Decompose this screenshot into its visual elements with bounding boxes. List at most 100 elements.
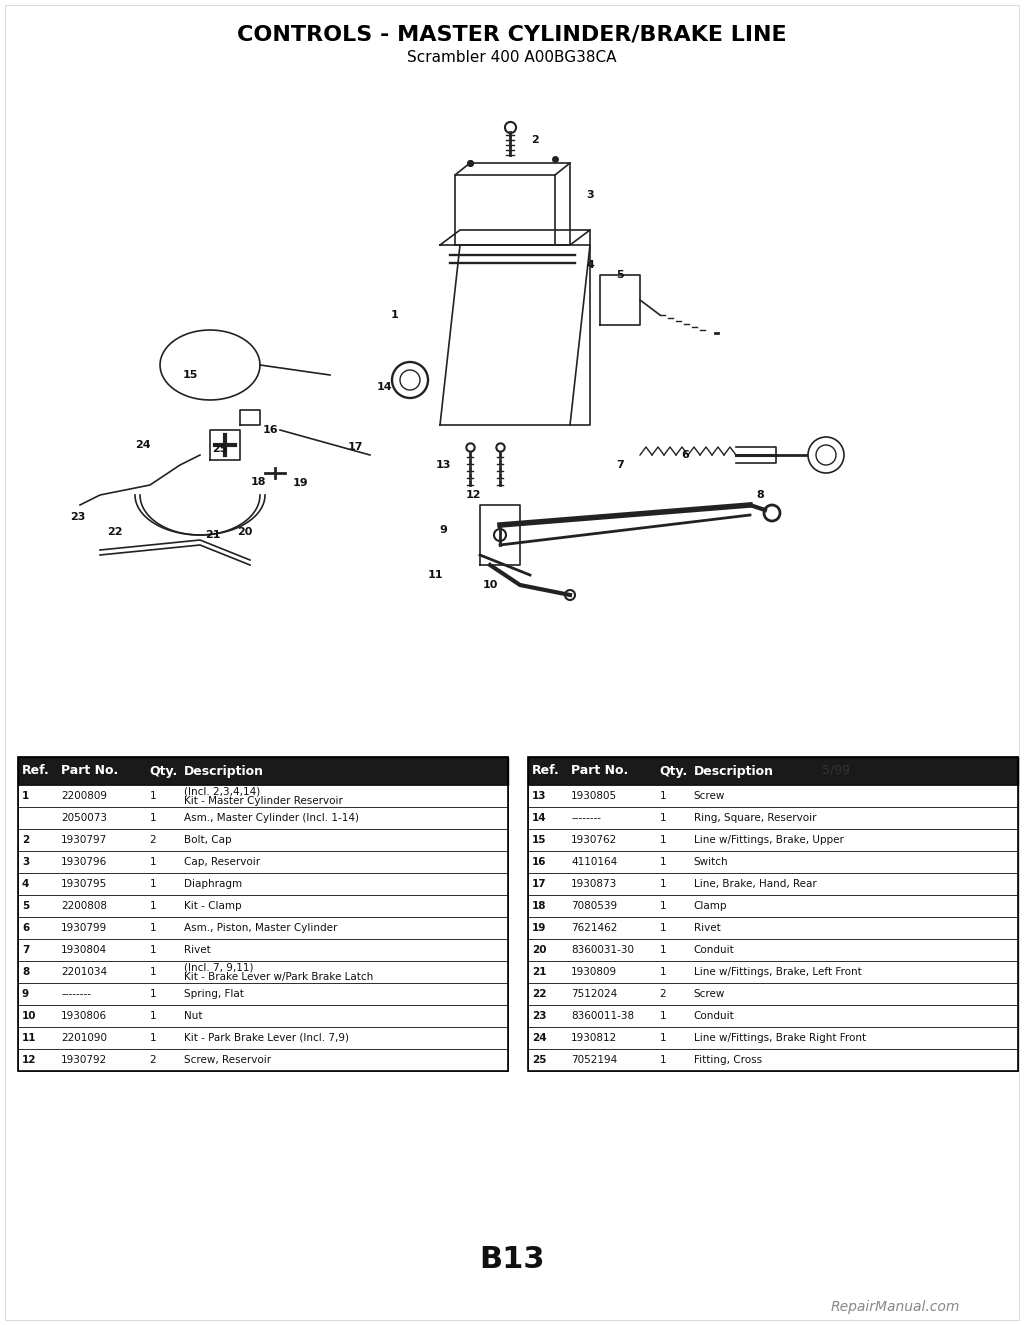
Text: 14: 14 <box>532 814 547 823</box>
Text: 13: 13 <box>532 791 547 802</box>
Text: 1: 1 <box>150 857 156 867</box>
Text: Ref.: Ref. <box>22 765 50 778</box>
Bar <box>18 757 508 784</box>
Text: 24: 24 <box>135 440 151 451</box>
Text: 1930796: 1930796 <box>61 857 108 867</box>
Text: Switch: Switch <box>693 857 728 867</box>
Text: 13: 13 <box>435 460 451 470</box>
Bar <box>528 757 1018 784</box>
Text: 20: 20 <box>238 527 253 537</box>
Bar <box>18 1004 508 1027</box>
Text: 18: 18 <box>250 477 266 488</box>
Text: 1930795: 1930795 <box>61 878 108 889</box>
Text: 3: 3 <box>22 857 30 867</box>
Bar <box>528 1049 1018 1071</box>
Bar <box>18 1049 508 1071</box>
Bar <box>528 917 1018 939</box>
Text: 23: 23 <box>71 511 86 522</box>
Text: 12: 12 <box>465 490 480 500</box>
Text: 22: 22 <box>108 527 123 537</box>
Text: 1: 1 <box>659 814 666 823</box>
Text: Asm., Master Cylinder (Incl. 1-14): Asm., Master Cylinder (Incl. 1-14) <box>183 814 358 823</box>
Text: 1: 1 <box>659 1011 666 1022</box>
Text: 1: 1 <box>150 924 156 933</box>
Text: 2: 2 <box>531 135 539 144</box>
Text: 23: 23 <box>532 1011 547 1022</box>
Text: 1930792: 1930792 <box>61 1055 108 1065</box>
Text: 1930873: 1930873 <box>571 878 617 889</box>
Text: 1: 1 <box>659 835 666 845</box>
Bar <box>18 917 508 939</box>
Bar <box>528 873 1018 894</box>
Text: 1930799: 1930799 <box>61 924 108 933</box>
Text: Ring, Square, Reservoir: Ring, Square, Reservoir <box>693 814 816 823</box>
Text: 3: 3 <box>586 189 594 200</box>
Text: 14: 14 <box>377 382 393 392</box>
Text: 21: 21 <box>532 967 547 977</box>
Text: 17: 17 <box>347 443 362 452</box>
Text: Screw, Reservoir: Screw, Reservoir <box>183 1055 270 1065</box>
Text: 1: 1 <box>659 857 666 867</box>
Text: 1930812: 1930812 <box>571 1034 617 1043</box>
Text: Part No.: Part No. <box>61 765 119 778</box>
Text: Description: Description <box>183 765 264 778</box>
Text: Conduit: Conduit <box>693 1011 734 1022</box>
Text: CONTROLS - MASTER CYLINDER/BRAKE LINE: CONTROLS - MASTER CYLINDER/BRAKE LINE <box>238 25 786 45</box>
Text: 1: 1 <box>150 1011 156 1022</box>
Text: 20: 20 <box>532 945 547 955</box>
Text: 1: 1 <box>659 1055 666 1065</box>
Text: B13: B13 <box>479 1246 545 1275</box>
Text: 1930809: 1930809 <box>571 967 617 977</box>
Text: 10: 10 <box>482 580 498 590</box>
Bar <box>18 851 508 873</box>
Text: 8: 8 <box>756 490 764 500</box>
Text: 18: 18 <box>532 901 547 912</box>
Text: 1: 1 <box>150 901 156 912</box>
Bar <box>528 757 1018 1071</box>
Text: 25: 25 <box>212 444 227 454</box>
Text: 1: 1 <box>659 945 666 955</box>
Bar <box>18 939 508 961</box>
Text: Qty.: Qty. <box>150 765 177 778</box>
Text: 1: 1 <box>150 878 156 889</box>
Text: Screw: Screw <box>693 791 725 802</box>
Text: Kit - Brake Lever w/Park Brake Latch: Kit - Brake Lever w/Park Brake Latch <box>183 973 373 982</box>
Text: 1930804: 1930804 <box>61 945 108 955</box>
Text: 17: 17 <box>532 878 547 889</box>
Text: 19: 19 <box>532 924 547 933</box>
Text: 2201034: 2201034 <box>61 967 108 977</box>
Text: 1: 1 <box>659 967 666 977</box>
Text: 1: 1 <box>391 310 399 321</box>
Text: 1: 1 <box>659 1034 666 1043</box>
Text: 2201090: 2201090 <box>61 1034 108 1043</box>
Text: Clamp: Clamp <box>693 901 727 912</box>
Text: 16: 16 <box>262 425 278 435</box>
Text: 1: 1 <box>150 967 156 977</box>
Text: Bolt, Cap: Bolt, Cap <box>183 835 231 845</box>
Text: Qty.: Qty. <box>659 765 688 778</box>
Text: 1: 1 <box>659 878 666 889</box>
Text: 25: 25 <box>532 1055 547 1065</box>
Text: Nut: Nut <box>183 1011 202 1022</box>
Text: 2050073: 2050073 <box>61 814 108 823</box>
Text: 6: 6 <box>22 924 30 933</box>
Text: 7: 7 <box>22 945 30 955</box>
Text: 1: 1 <box>150 1034 156 1043</box>
Text: 21: 21 <box>205 530 221 541</box>
Bar <box>528 784 1018 807</box>
Bar <box>18 873 508 894</box>
Bar <box>18 757 508 1071</box>
Text: 11: 11 <box>427 570 442 580</box>
Text: Kit - Park Brake Lever (Incl. 7,9): Kit - Park Brake Lever (Incl. 7,9) <box>183 1034 349 1043</box>
Text: 11: 11 <box>22 1034 37 1043</box>
Text: 22: 22 <box>532 988 547 999</box>
Text: 4: 4 <box>586 260 594 270</box>
Text: 1930806: 1930806 <box>61 1011 108 1022</box>
Text: 2: 2 <box>22 835 30 845</box>
Text: Spring, Flat: Spring, Flat <box>183 988 244 999</box>
Bar <box>528 961 1018 983</box>
Text: Line w/Fittings, Brake, Left Front: Line w/Fittings, Brake, Left Front <box>693 967 861 977</box>
Bar <box>528 894 1018 917</box>
Text: 1: 1 <box>659 924 666 933</box>
Text: Line w/Fittings, Brake, Upper: Line w/Fittings, Brake, Upper <box>693 835 844 845</box>
